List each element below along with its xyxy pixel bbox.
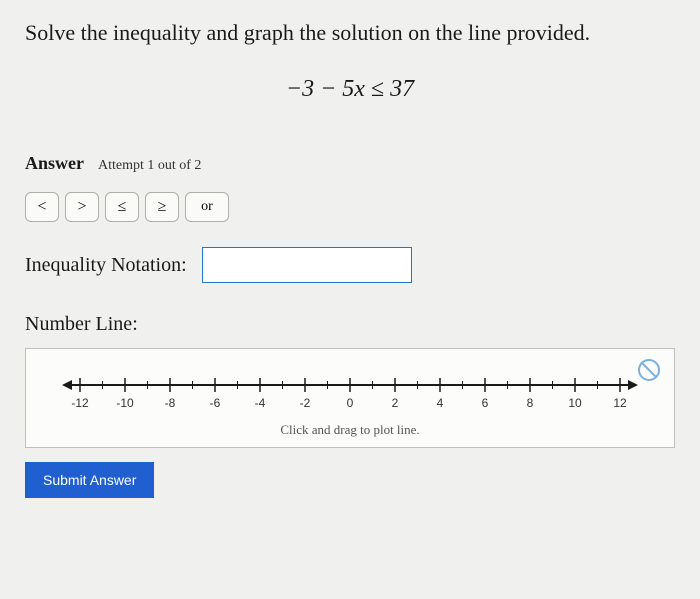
or-button[interactable]: or xyxy=(185,192,229,222)
svg-text:0: 0 xyxy=(347,396,354,410)
svg-text:-2: -2 xyxy=(300,396,311,410)
number-line-container[interactable]: -12 -10 -8 -6 -4 -2 0 2 4 6 8 10 12 Click and drag t… xyxy=(25,348,675,448)
svg-text:12: 12 xyxy=(613,396,627,410)
svg-text:-8: -8 xyxy=(165,396,176,410)
svg-text:-12: -12 xyxy=(71,396,89,410)
svg-text:10: 10 xyxy=(568,396,582,410)
notation-label: Inequality Notation: xyxy=(25,254,187,277)
submit-answer-button[interactable]: Submit Answer xyxy=(25,462,154,498)
number-line-label: Number Line: xyxy=(25,313,675,336)
operator-toolbar: < > ≤ ≥ or xyxy=(25,192,675,222)
question-text: Solve the inequality and graph the solut… xyxy=(25,20,675,46)
svg-text:-4: -4 xyxy=(255,396,266,410)
answer-header: Answer Attempt 1 out of 2 xyxy=(25,153,675,174)
less-than-button[interactable]: < xyxy=(25,192,59,222)
greater-equal-button[interactable]: ≥ xyxy=(145,192,179,222)
svg-text:2: 2 xyxy=(392,396,399,410)
inequality-equation: −3 − 5x ≤ 37 xyxy=(25,76,675,103)
number-line-hint: Click and drag to plot line. xyxy=(38,422,662,438)
attempt-counter: Attempt 1 out of 2 xyxy=(98,158,201,173)
greater-than-button[interactable]: > xyxy=(65,192,99,222)
less-equal-button[interactable]: ≤ xyxy=(105,192,139,222)
plot-tool-icon[interactable] xyxy=(638,359,660,381)
svg-text:-6: -6 xyxy=(210,396,221,410)
svg-text:8: 8 xyxy=(527,396,534,410)
answer-label: Answer xyxy=(25,153,84,173)
inequality-notation-input[interactable] xyxy=(202,247,412,283)
number-line-axis[interactable]: -12 -10 -8 -6 -4 -2 0 2 4 6 8 10 12 xyxy=(38,367,662,417)
svg-text:4: 4 xyxy=(437,396,444,410)
svg-text:-10: -10 xyxy=(116,396,134,410)
notation-row: Inequality Notation: xyxy=(25,247,675,283)
svg-text:6: 6 xyxy=(482,396,489,410)
